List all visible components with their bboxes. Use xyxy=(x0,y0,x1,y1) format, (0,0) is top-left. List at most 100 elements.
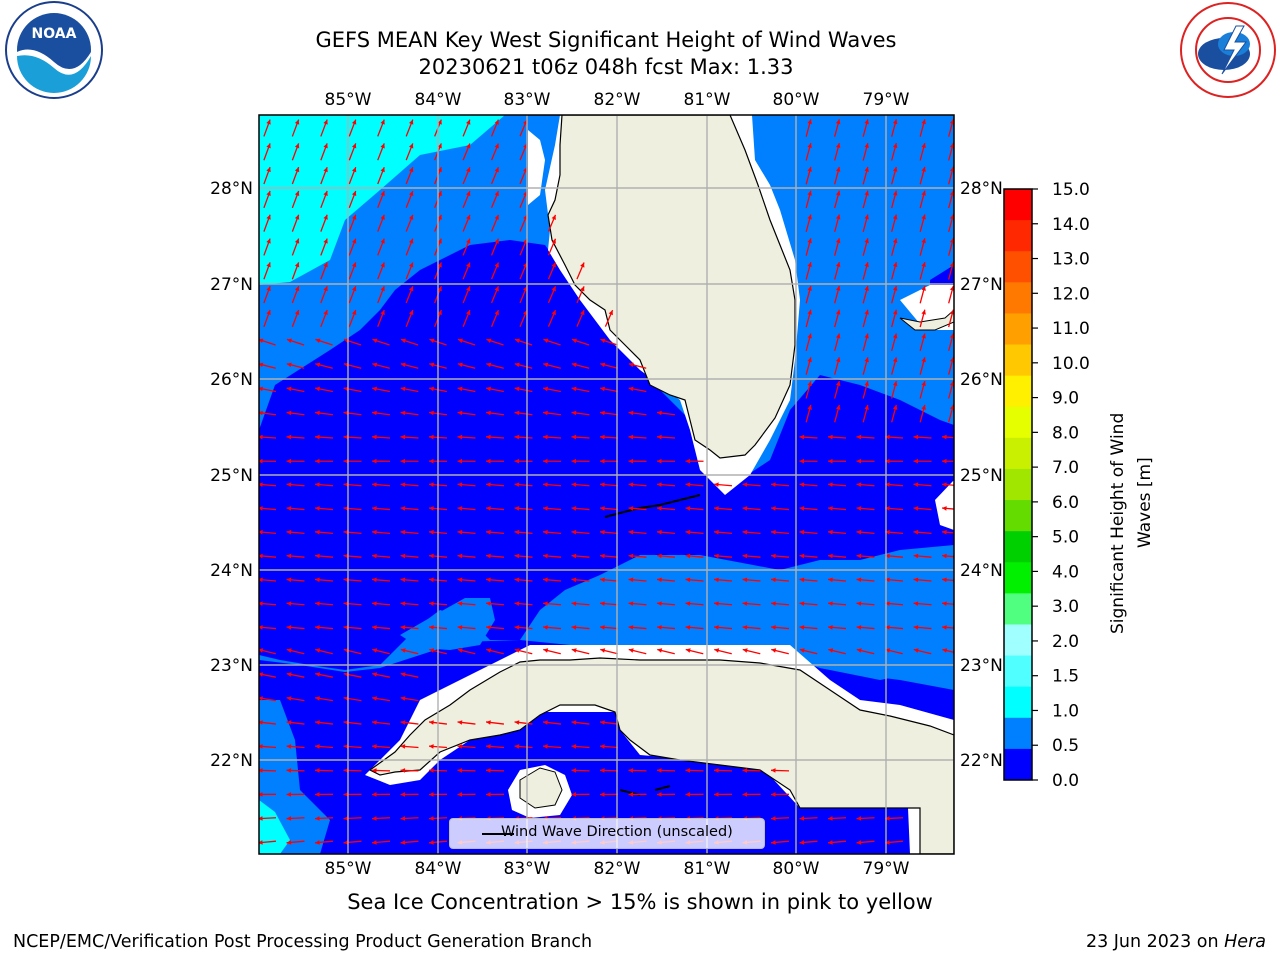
wind-wave-arrowhead xyxy=(835,381,841,387)
colorbar-label-line1: Significant Height of Wind xyxy=(1108,413,1128,634)
wind-wave-arrowhead xyxy=(429,720,434,725)
lon-label-bottom: 83°W xyxy=(504,859,551,879)
wind-wave-arrowhead xyxy=(409,238,414,244)
wind-wave-arrowhead xyxy=(400,338,406,343)
wind-wave-arrowhead xyxy=(486,625,491,630)
wind-wave-arrowhead xyxy=(799,458,805,464)
wind-wave-arrowhead xyxy=(600,506,605,511)
wind-wave-arrowhead xyxy=(286,672,292,677)
wind-wave-arrowhead xyxy=(351,119,357,125)
wind-wave-arrowhead xyxy=(892,285,898,291)
wind-wave-arrowhead xyxy=(799,482,805,487)
wind-wave-arrowhead xyxy=(628,577,634,583)
wind-wave-arrowhead xyxy=(949,404,954,410)
wind-wave-arrowhead xyxy=(685,577,691,583)
wind-wave-arrowhead xyxy=(807,333,812,339)
wind-wave-arrowhead xyxy=(409,310,414,316)
lat-label-left: 24°N xyxy=(210,561,253,581)
wind-wave-arrowhead xyxy=(286,648,292,653)
wind-wave-arrowhead xyxy=(343,482,349,487)
wind-wave-arrowhead xyxy=(543,601,548,606)
lon-label-bottom: 79°W xyxy=(863,859,910,879)
wind-wave-arrowhead xyxy=(921,309,926,315)
wind-wave-arrowhead xyxy=(523,143,528,149)
wind-wave-arrowhead xyxy=(286,792,292,797)
wind-wave-arrowhead xyxy=(571,529,577,535)
wind-wave-arrowhead xyxy=(294,286,300,292)
wind-wave-arrowhead xyxy=(409,143,414,149)
wind-wave-arrowhead xyxy=(714,506,719,511)
wind-wave-arrowhead xyxy=(742,482,748,487)
wind-wave-arrowhead xyxy=(685,458,691,464)
wind-wave-arrowhead xyxy=(543,648,549,653)
wind-wave-arrowhead xyxy=(714,625,719,630)
wind-wave-arrowhead xyxy=(429,338,435,343)
wind-wave-arrowhead xyxy=(913,553,919,559)
wind-wave-arrowhead xyxy=(259,768,263,773)
wind-wave-arrowhead xyxy=(885,577,890,583)
wind-wave-arrowhead xyxy=(807,238,812,244)
wind-wave-arrowhead xyxy=(323,262,328,268)
wind-wave-arrowhead xyxy=(294,262,300,268)
lat-label-left: 28°N xyxy=(210,179,253,199)
wind-wave-arrowhead xyxy=(400,386,406,392)
wind-wave-arrowhead xyxy=(921,357,926,363)
lon-label-bottom: 80°W xyxy=(773,859,820,879)
wind-wave-arrowhead xyxy=(571,601,577,606)
wind-wave-arrowhead xyxy=(714,482,719,487)
wind-wave-arrowhead xyxy=(942,506,947,511)
wind-wave-arrowhead xyxy=(294,167,300,173)
colorbar-segment xyxy=(1004,686,1032,719)
wind-wave-arrowhead xyxy=(523,214,528,220)
wind-wave-arrowhead xyxy=(942,553,947,559)
colorbar-segment xyxy=(1004,562,1032,594)
wind-wave-arrowhead xyxy=(259,553,263,559)
wind-wave-arrowhead xyxy=(835,119,841,125)
wind-wave-arrowhead xyxy=(259,577,263,583)
wind-wave-arrowhead xyxy=(608,310,613,316)
wind-wave-arrowhead xyxy=(266,143,271,149)
noaa-logo-text: NOAA xyxy=(32,26,77,42)
wind-wave-arrowhead xyxy=(429,482,434,487)
wind-wave-arrowhead xyxy=(657,506,662,511)
lon-label-bottom: 85°W xyxy=(325,859,372,879)
wind-wave-arrowhead xyxy=(864,285,869,291)
wind-wave-arrowhead xyxy=(457,553,463,559)
wind-wave-arrowhead xyxy=(856,816,862,821)
chart-title-line1: GEFS MEAN Key West Significant Height of… xyxy=(315,28,897,52)
wind-wave-arrowhead xyxy=(600,529,605,535)
wind-wave-arrowhead xyxy=(949,357,954,363)
wind-wave-arrowhead xyxy=(799,529,805,535)
wind-wave-arrowhead xyxy=(523,119,528,125)
wind-wave-arrowhead xyxy=(294,238,300,244)
wind-wave-arrowhead xyxy=(372,410,377,416)
wind-wave-arrowhead xyxy=(400,434,406,440)
wind-wave-arrowhead xyxy=(286,577,292,583)
wind-wave-arrowhead xyxy=(429,553,434,559)
wind-wave-arrowhead xyxy=(523,310,528,316)
wind-wave-arrowhead xyxy=(600,648,606,653)
wind-wave-arrowhead xyxy=(259,792,263,797)
wind-wave-arrowhead xyxy=(372,434,377,440)
wind-wave-arrowhead xyxy=(494,167,499,173)
wind-wave-arrowhead xyxy=(742,768,748,773)
wind-wave-arrowhead xyxy=(571,625,577,630)
wind-wave-arrowhead xyxy=(372,648,378,653)
wind-wave-arrowhead xyxy=(514,458,520,464)
wind-wave-arrowhead xyxy=(921,214,926,220)
lon-label-top: 85°W xyxy=(325,90,372,110)
wind-wave-arrowhead xyxy=(835,309,841,315)
wind-wave-arrowhead xyxy=(266,190,271,196)
wind-wave-arrowhead xyxy=(315,792,320,797)
wind-wave-arrowhead xyxy=(372,482,377,487)
wind-wave-arrowhead xyxy=(799,506,805,511)
wind-wave-arrowhead xyxy=(892,262,898,268)
wind-wave-arrowhead xyxy=(657,768,662,773)
colorbar-segment xyxy=(1004,468,1032,501)
wind-wave-arrowhead xyxy=(259,529,263,535)
wind-wave-arrowhead xyxy=(315,648,321,653)
wind-wave-arrowhead xyxy=(543,553,548,559)
colorbar-tick-label: 0.5 xyxy=(1052,736,1079,756)
wind-wave-arrowhead xyxy=(949,333,954,339)
colorbar-segment xyxy=(1004,375,1032,408)
